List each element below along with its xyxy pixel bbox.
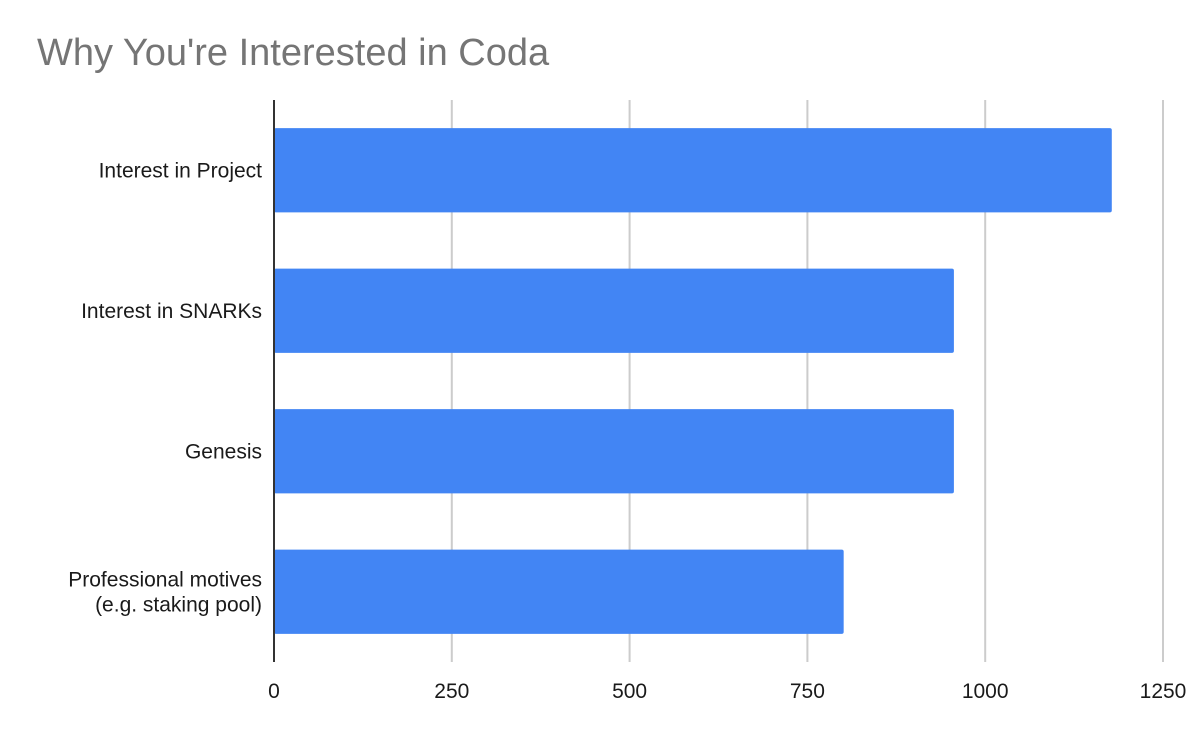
bars — [274, 128, 1112, 634]
category-label: Interest in SNARKs — [81, 300, 262, 323]
category-label: Professional motives (e.g. staking pool) — [68, 568, 262, 616]
labels: 0 250 500 750 1000 1250 Interest in Project Int… — [68, 159, 1186, 703]
chart-title: Why You're Interested in Coda — [37, 32, 550, 74]
category-label: Interest in Project — [99, 159, 263, 182]
x-tick-label: 250 — [434, 680, 469, 703]
x-tick-label: 1250 — [1140, 680, 1187, 703]
bar — [274, 128, 1112, 213]
x-tick-label: 1000 — [962, 680, 1009, 703]
category-label: Genesis — [185, 440, 262, 463]
bar — [274, 268, 954, 353]
bar — [274, 409, 954, 494]
x-tick-label: 0 — [268, 680, 280, 703]
x-tick-label: 750 — [790, 680, 825, 703]
bar — [274, 549, 844, 634]
x-tick-label: 500 — [612, 680, 647, 703]
